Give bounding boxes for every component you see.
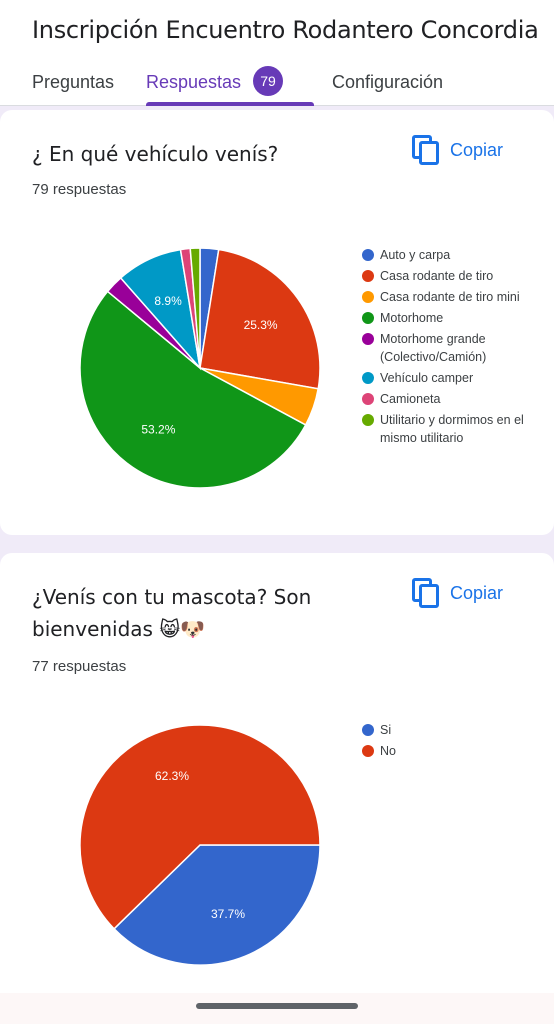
pie-slice[interactable] — [79, 290, 307, 489]
copy-icon — [412, 135, 439, 165]
legend-label: Vehículo camper — [380, 371, 474, 385]
legend-label: Auto y carpa — [380, 248, 451, 262]
form-title: Inscripción Encuentro Rodantero Concordi… — [32, 16, 539, 44]
legend-label: Casa rodante de tiro — [380, 269, 494, 283]
slice-data-label: 62.3% — [155, 769, 189, 783]
legend-item[interactable]: Casa rodante de tiro mini — [362, 288, 540, 306]
legend-label: Camioneta — [380, 392, 441, 406]
pie-chart: 25.3% 53.2% 8.9% — [79, 247, 321, 489]
legend-label: Motorhome — [380, 311, 444, 325]
copy-chart-button[interactable]: Copiar — [412, 132, 503, 168]
copy-chart-button[interactable]: Copiar — [412, 575, 503, 611]
legend-item[interactable]: Camioneta — [362, 390, 540, 408]
tab-respuestas[interactable]: Respuestas 79 — [146, 60, 314, 106]
chart-legend: Si No — [362, 721, 540, 763]
tab-bar: Preguntas Respuestas 79 Configuración — [0, 60, 554, 106]
legend-item[interactable]: Si — [362, 721, 540, 739]
legend-item[interactable]: Auto y carpa — [362, 246, 540, 264]
tab-preguntas[interactable]: Preguntas — [32, 60, 114, 106]
question-card: ¿ En qué vehículo venís? 79 respuestas C… — [0, 110, 554, 535]
system-nav-bar — [0, 993, 554, 1024]
slice-data-label: 8.9% — [154, 294, 182, 308]
top-bar: Inscripción Encuentro Rodantero Concordi… — [0, 0, 554, 106]
legend-item[interactable]: Motorhome — [362, 309, 540, 327]
legend-swatch — [362, 745, 374, 757]
legend-item[interactable]: No — [362, 742, 540, 760]
response-count: 79 respuestas — [32, 181, 127, 198]
legend-item[interactable]: Casa rodante de tiro — [362, 267, 540, 285]
legend-label: No — [380, 744, 396, 758]
legend-swatch — [362, 393, 374, 405]
slice-data-label: 25.3% — [244, 318, 278, 332]
legend-label: Utilitario y dormimos en el mismo utilit… — [380, 413, 524, 445]
pie-slice[interactable] — [79, 724, 321, 930]
legend-label: Si — [380, 723, 392, 737]
slice-data-label: 37.7% — [211, 907, 245, 921]
legend-swatch — [362, 724, 374, 736]
legend-label: Casa rodante de tiro mini — [380, 290, 520, 304]
tab-label: Configuración — [332, 72, 444, 92]
pie-slice[interactable] — [113, 844, 321, 966]
question-card: ¿Venís con tu mascota? Son bienvenidas 😸… — [0, 553, 554, 993]
legend-swatch — [362, 414, 374, 426]
legend-swatch — [362, 270, 374, 282]
tab-label: Respuestas — [146, 72, 242, 92]
response-count-badge: 79 — [253, 66, 284, 96]
response-count: 77 respuestas — [32, 658, 127, 675]
legend-item[interactable]: Utilitario y dormimos en el mismo utilit… — [362, 411, 540, 447]
chart-legend: Auto y carpa Casa rodante de tiro Casa rod… — [362, 246, 540, 450]
legend-label: Motorhome grande (Colectivo/Camión) — [380, 332, 487, 364]
copy-label: Copiar — [450, 582, 504, 603]
pie-slice[interactable] — [189, 247, 201, 369]
tab-label: Preguntas — [32, 72, 115, 92]
legend-item[interactable]: Vehículo camper — [362, 369, 540, 387]
copy-icon — [412, 578, 439, 608]
copy-label: Copiar — [450, 139, 504, 160]
active-tab-indicator — [146, 102, 314, 106]
slice-data-label: 53.2% — [141, 423, 175, 437]
question-title: ¿Venís con tu mascota? Son bienvenidas 😸… — [32, 585, 312, 641]
home-gesture-handle[interactable] — [196, 1003, 358, 1009]
tab-configuracion[interactable]: Configuración — [332, 60, 443, 106]
legend-item[interactable]: Motorhome grande (Colectivo/Camión) — [362, 330, 540, 366]
legend-swatch — [362, 249, 374, 261]
legend-swatch — [362, 312, 374, 324]
legend-swatch — [362, 372, 374, 384]
legend-swatch — [362, 333, 374, 345]
legend-swatch — [362, 291, 374, 303]
question-title: ¿ En qué vehículo venís? — [32, 142, 279, 166]
pie-chart: 37.7% 62.3% — [79, 724, 321, 966]
pie-slice[interactable] — [199, 248, 321, 390]
